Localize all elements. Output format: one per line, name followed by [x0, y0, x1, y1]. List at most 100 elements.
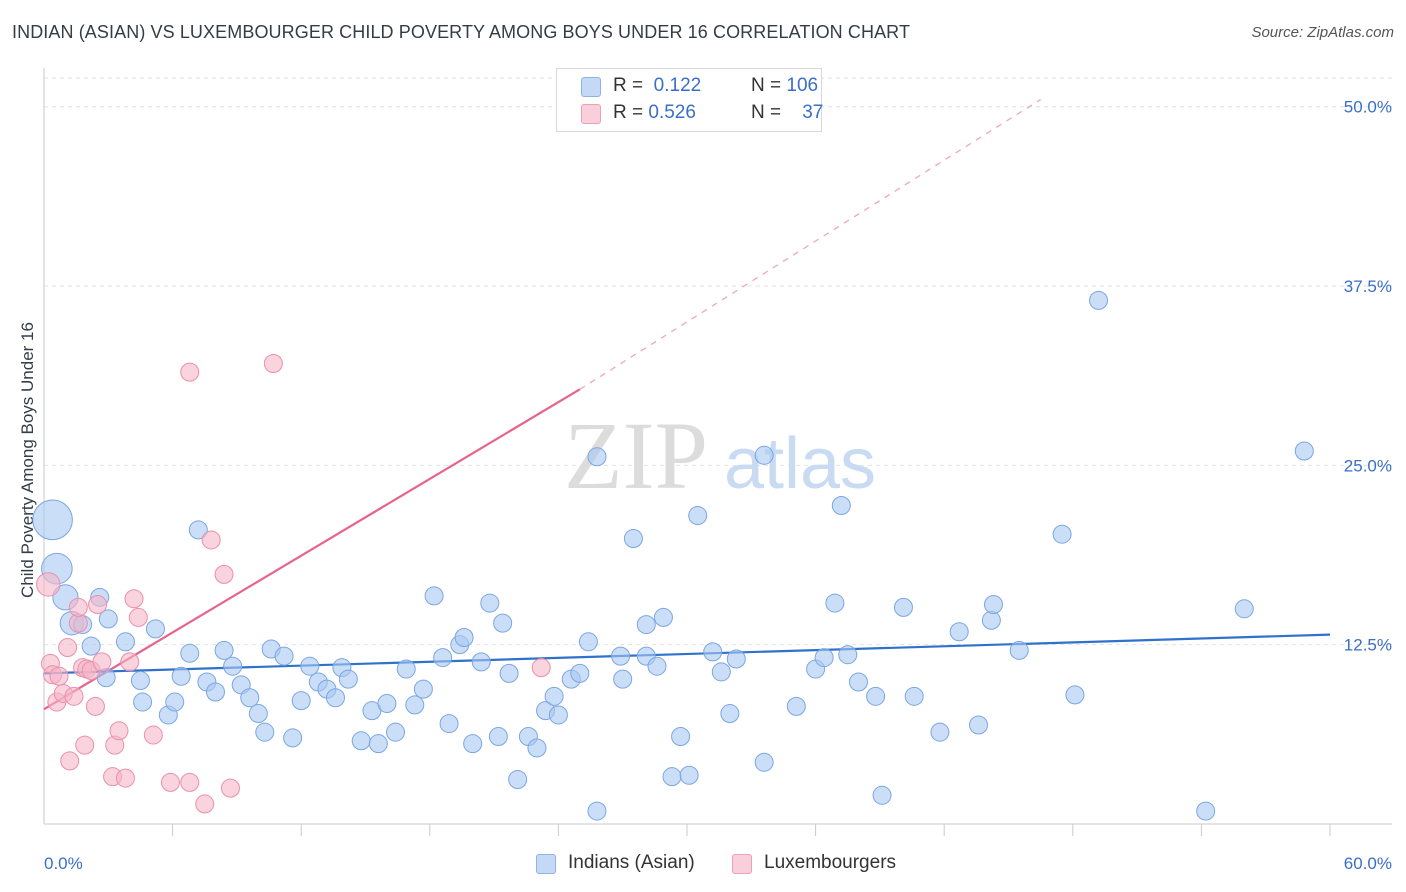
data-point: [64, 686, 84, 706]
legend-swatch-indians: [581, 77, 601, 97]
data-point: [188, 520, 208, 540]
data-point: [413, 679, 433, 699]
data-point: [396, 659, 416, 679]
legend-r-label: R =: [613, 75, 644, 96]
legend-n-label: N =: [751, 102, 782, 123]
data-point: [36, 572, 61, 597]
bottom-legend-swatch-indians: [536, 854, 556, 874]
data-point: [703, 642, 723, 662]
data-point: [325, 688, 345, 708]
data-point: [1294, 441, 1314, 461]
data-point: [283, 728, 303, 748]
data-point: [32, 499, 73, 541]
data-point: [531, 658, 551, 678]
data-point: [128, 607, 148, 627]
data-point: [143, 725, 163, 745]
data-point: [647, 656, 667, 676]
data-point: [754, 752, 774, 772]
data-point: [75, 735, 95, 755]
data-point: [405, 695, 425, 715]
data-point: [471, 652, 491, 672]
data-point: [223, 656, 243, 676]
data-point: [439, 714, 459, 734]
data-point: [587, 801, 607, 821]
series-luxembourgers: [36, 94, 583, 814]
data-point: [115, 632, 135, 652]
data-point: [688, 506, 708, 526]
data-point: [454, 628, 474, 647]
y-tick-label: 12.5%: [1344, 636, 1392, 655]
data-point: [180, 362, 200, 382]
data-point: [866, 686, 886, 706]
data-point: [831, 496, 851, 516]
data-point: [480, 593, 500, 613]
watermark-zip: ZIP: [564, 402, 708, 509]
source-credit: Source: ZipAtlas.com: [1251, 24, 1394, 41]
data-point: [949, 622, 969, 642]
data-point: [205, 682, 225, 702]
data-point: [433, 648, 453, 668]
data-point: [68, 597, 88, 617]
data-point: [838, 645, 858, 665]
data-point: [49, 666, 69, 686]
correlation-legend: R = 0.122 N = 106 R = 0.526 N = 37: [556, 68, 823, 132]
data-point: [120, 652, 140, 672]
data-point: [88, 595, 108, 615]
data-point: [983, 595, 1003, 615]
data-point: [711, 662, 731, 682]
data-point: [300, 656, 320, 676]
data-point: [981, 610, 1001, 630]
data-point: [220, 778, 240, 798]
data-point: [98, 609, 118, 629]
data-point: [386, 722, 406, 742]
data-point: [255, 722, 275, 742]
data-point: [636, 615, 656, 635]
chart-title: INDIAN (ASIAN) VS LUXEMBOURGER CHILD POV…: [12, 22, 911, 42]
axes: [43, 68, 1392, 836]
data-point: [726, 649, 746, 669]
data-point: [968, 715, 988, 735]
data-point: [248, 704, 268, 724]
data-point: [814, 648, 834, 668]
data-point: [133, 692, 153, 712]
data-point: [60, 751, 80, 771]
data-point: [240, 688, 260, 708]
y-tick-label: 25.0%: [1344, 456, 1392, 475]
data-point: [338, 669, 358, 689]
bottom-legend-label-luxembourgers: Luxembourgers: [764, 852, 897, 873]
data-point: [1065, 685, 1085, 705]
data-point: [180, 772, 200, 792]
legend-r-label: R =: [613, 102, 644, 123]
data-point: [508, 770, 528, 790]
data-point: [488, 726, 508, 746]
data-point: [165, 692, 185, 712]
series-indians: [32, 290, 1314, 821]
data-point: [623, 529, 643, 549]
trend-line-extension: [579, 98, 1041, 390]
data-point: [368, 734, 388, 754]
data-point: [570, 663, 590, 683]
data-point: [92, 652, 112, 672]
data-point: [499, 663, 519, 683]
data-point: [893, 597, 913, 617]
x-tick-label: 0.0%: [44, 854, 83, 873]
data-point: [613, 669, 633, 689]
data-point: [109, 721, 129, 741]
data-point: [611, 646, 631, 666]
watermark-atlas: atlas: [724, 424, 876, 504]
data-point: [872, 785, 892, 805]
bottom-legend-swatch-luxembourgers: [732, 854, 752, 874]
data-point: [195, 794, 215, 814]
data-point: [587, 447, 607, 467]
data-point: [786, 696, 806, 716]
data-point: [115, 768, 135, 788]
data-point: [1234, 599, 1254, 619]
data-point: [377, 693, 397, 713]
legend-r-value: 0.122: [653, 75, 702, 96]
trend-line-indians: [43, 633, 1331, 675]
data-point: [578, 632, 598, 652]
legend-r-value: 0.526: [648, 102, 696, 123]
data-point: [214, 564, 234, 584]
data-point: [130, 671, 150, 691]
